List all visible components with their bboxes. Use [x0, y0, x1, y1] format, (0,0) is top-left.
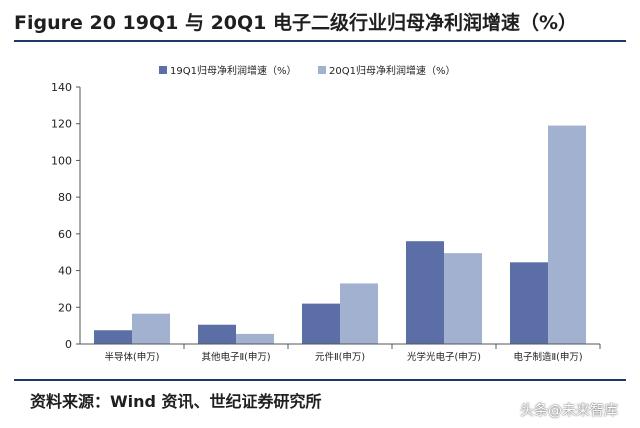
x-tick-label: 元件Ⅱ(申万): [315, 351, 365, 363]
bar-series2-1: [132, 313, 170, 344]
x-axis: 半导体(申万) 其他电子Ⅱ(申万) 元件Ⅱ(申万) 光学光电子(申万) 电子制造Ⅱ(申万…: [80, 343, 601, 363]
x-tick-label: 半导体(申万): [105, 351, 160, 363]
source-note: 资料来源：Wind 资讯、世纪证券研究所: [30, 392, 322, 411]
bars-group: [94, 125, 586, 344]
bar-series2-3: [340, 283, 378, 344]
x-tick-label: 电子制造Ⅱ(申万): [513, 351, 582, 363]
bar-chart: 19Q1归母净利润增速（%） 20Q1归母净利润增速（%） 0 20 40 60 80 10…: [51, 64, 601, 363]
y-tick-label: 80: [58, 191, 72, 204]
bar-series2-5: [548, 125, 586, 344]
bar-series1-3: [302, 303, 340, 344]
y-tick-label: 100: [51, 154, 72, 167]
top-rule: [14, 40, 626, 42]
legend-swatch-2: [318, 66, 326, 74]
y-tick-label: 60: [58, 228, 72, 241]
bottom-rule: [14, 379, 626, 381]
bar-series1-1: [94, 330, 132, 344]
bar-series2-2: [236, 333, 274, 344]
y-tick-label: 20: [58, 301, 72, 314]
legend-label-2: 20Q1归母净利润增速（%）: [329, 64, 455, 77]
legend-swatch-1: [159, 66, 167, 74]
figure-title: Figure 20 19Q1 与 20Q1 电子二级行业归母净利润增速（%）: [14, 12, 578, 34]
y-tick-label: 40: [58, 265, 72, 278]
y-tick-label: 0: [65, 338, 72, 351]
y-axis: 0 20 40 60 80 100 120 140: [51, 81, 81, 351]
x-tick-label: 其他电子Ⅱ(申万): [201, 351, 270, 363]
watermark: 头条@未来智库: [520, 403, 618, 419]
legend-label-1: 19Q1归母净利润增速（%）: [170, 64, 296, 77]
bar-series2-4: [444, 253, 482, 344]
chart-legend: 19Q1归母净利润增速（%） 20Q1归母净利润增速（%）: [159, 64, 455, 77]
bar-series1-5: [510, 262, 548, 344]
y-tick-label: 140: [51, 81, 72, 94]
x-tick-label: 光学光电子(申万): [407, 351, 481, 363]
y-tick-label: 120: [51, 118, 72, 131]
bar-series1-4: [406, 241, 444, 344]
bar-series1-2: [198, 324, 236, 344]
